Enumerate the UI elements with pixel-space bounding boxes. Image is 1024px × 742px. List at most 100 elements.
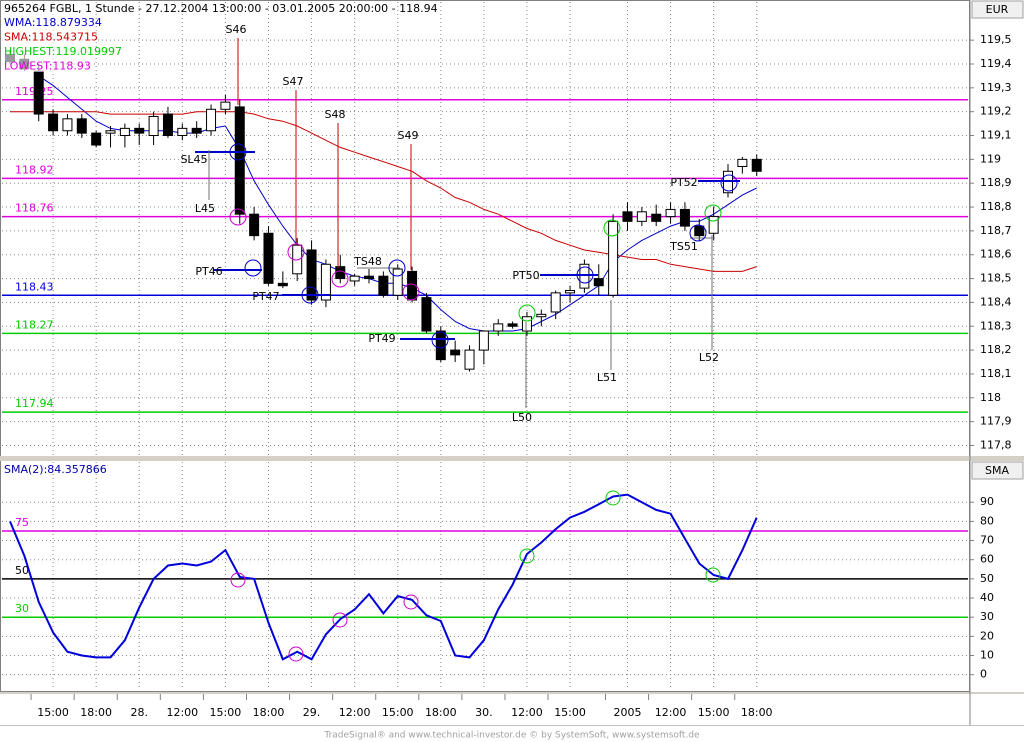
annotation: L52 xyxy=(699,351,719,364)
signal-circle xyxy=(720,174,738,192)
signal-circle xyxy=(388,259,406,277)
level-label: 118.76 xyxy=(15,202,54,215)
y-tick-label: 119,1 xyxy=(980,129,1012,142)
indicator-line xyxy=(10,111,757,272)
x-tick-label: 15:00 xyxy=(37,706,69,719)
signal-circle xyxy=(301,286,319,304)
price-axis-label: EUR xyxy=(986,3,1009,16)
candle-body xyxy=(320,263,331,301)
y-tick-label: 117,8 xyxy=(980,438,1012,451)
candle-body xyxy=(349,275,360,282)
y-tick-label: 20 xyxy=(980,629,994,642)
y-tick-label: 118,2 xyxy=(980,343,1012,356)
x-tick-label: 12:00 xyxy=(166,706,198,719)
candle-body xyxy=(249,213,260,237)
signal-circle xyxy=(704,204,722,222)
candle-body xyxy=(162,113,173,137)
annotation: PT50 xyxy=(512,269,539,282)
candle-body xyxy=(751,158,762,172)
candle-body xyxy=(206,108,217,132)
annotation: S47 xyxy=(283,75,304,88)
annotation: L51 xyxy=(597,371,617,384)
axis-label-box xyxy=(971,461,1024,480)
candle-body xyxy=(48,113,59,132)
candle-body xyxy=(521,316,532,332)
annotation: S49 xyxy=(398,129,419,142)
separator xyxy=(0,456,1024,461)
candle-body xyxy=(364,275,374,280)
candle-body xyxy=(33,70,44,115)
candle-body xyxy=(679,208,690,227)
y-tick-label: 119,5 xyxy=(980,33,1012,46)
annotation: S46 xyxy=(226,23,247,36)
annotation: SL45 xyxy=(180,153,207,166)
y-tick-label: 0 xyxy=(980,668,987,681)
candle-body xyxy=(694,225,705,237)
signal-circle xyxy=(288,646,304,662)
chart-title: 965264 FGBL, 1 Stunde - 27.12.2004 13:00… xyxy=(4,2,438,15)
candle-body xyxy=(148,115,159,137)
y-tick-label: 118,6 xyxy=(980,248,1012,261)
chart-title: SMA(2):84.357866 xyxy=(4,463,107,476)
level-label: 118.43 xyxy=(15,280,54,293)
candle-body xyxy=(421,297,432,332)
candle-body xyxy=(177,127,188,137)
annotation: PT46 xyxy=(195,265,222,278)
x-tick-label: 15:00 xyxy=(210,706,242,719)
candle-body xyxy=(62,118,73,132)
candle-body xyxy=(450,349,461,356)
candle-body xyxy=(665,208,676,218)
candle-body xyxy=(392,268,403,296)
signal-circle xyxy=(689,224,707,242)
signal-circle xyxy=(244,259,262,277)
x-tick-label: 15:00 xyxy=(698,706,730,719)
candle-body xyxy=(608,220,619,296)
signal-circle xyxy=(230,572,246,588)
x-tick-label: 2005 xyxy=(613,706,641,719)
x-tick-label: 12:00 xyxy=(655,706,687,719)
x-tick-label: 18:00 xyxy=(425,706,457,719)
level-label: 75 xyxy=(15,516,29,529)
signal-circle xyxy=(519,548,535,564)
candle-body xyxy=(723,170,733,194)
y-tick-label: 117,9 xyxy=(980,415,1012,428)
candle-body xyxy=(378,275,389,296)
y-tick-label: 70 xyxy=(980,534,994,547)
candle-body xyxy=(708,216,719,234)
annotation: TS51 xyxy=(669,240,698,253)
footer: TradeSignal® and www.technical-investor.… xyxy=(323,731,700,741)
signal-circle xyxy=(603,219,621,237)
oscillator-axis-label: SMA xyxy=(985,464,1009,477)
candle-body xyxy=(435,330,446,361)
separator xyxy=(0,692,1024,694)
y-tick-label: 119,2 xyxy=(980,105,1012,118)
y-tick-label: 119 xyxy=(980,152,1001,165)
x-tick-label: 18:00 xyxy=(253,706,285,719)
signal-circle xyxy=(403,594,419,610)
y-tick-label: 118,7 xyxy=(980,224,1012,237)
y-tick-label: 118,4 xyxy=(980,295,1012,308)
candle-body xyxy=(651,213,662,222)
y-tick-label: 118,9 xyxy=(980,176,1012,189)
y-tick-label: 118 xyxy=(980,391,1001,404)
axis-label-box xyxy=(971,0,1024,19)
y-tick-label: 80 xyxy=(980,514,994,527)
level-label: 117.94 xyxy=(15,397,54,410)
y-tick-label: 60 xyxy=(980,553,994,566)
level-label: 30 xyxy=(15,602,29,615)
signal-circle xyxy=(431,331,449,349)
y-tick-label: 50 xyxy=(980,572,994,585)
signal-circle xyxy=(518,304,536,322)
legend-entry: WMA:118.879334 xyxy=(4,16,102,29)
signal-circle xyxy=(705,567,721,583)
candle-body xyxy=(91,132,102,146)
candle-body xyxy=(105,130,116,134)
candle-body xyxy=(593,278,604,287)
candle-body xyxy=(550,292,561,313)
candle-body xyxy=(335,266,346,280)
signal-circle xyxy=(402,283,420,301)
signal-circle xyxy=(287,243,305,261)
legend-entry: LOWEST:118.93 xyxy=(4,60,91,73)
x-tick-label: 29. xyxy=(303,706,321,719)
y-tick-label: 119,3 xyxy=(980,81,1012,94)
